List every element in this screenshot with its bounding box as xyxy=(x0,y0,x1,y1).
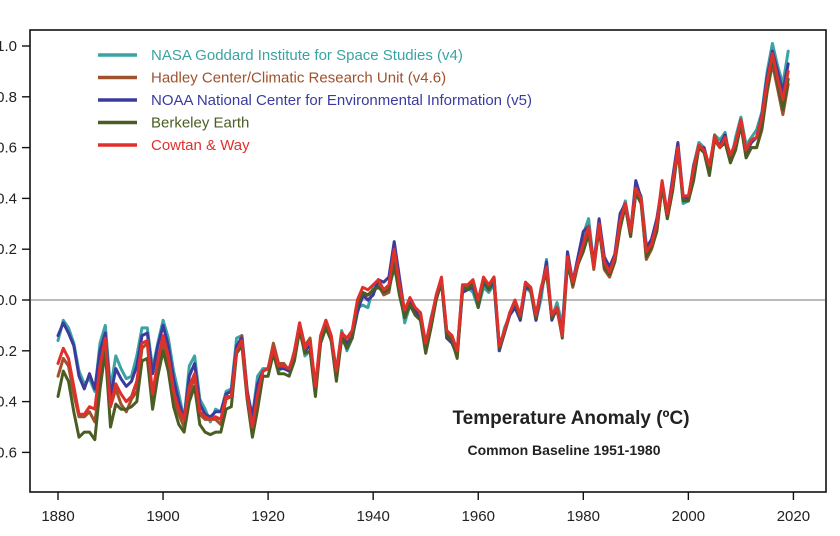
chart-title: Temperature Anomaly (ºC) xyxy=(452,408,689,429)
y-tick-label: 0.0 xyxy=(0,292,17,309)
x-tick-label: 2000 xyxy=(672,508,705,525)
legend: NASA Goddard Institute for Space Studies… xyxy=(98,47,532,154)
y-tick-label: 0.8 xyxy=(0,89,17,106)
legend-label: Hadley Center/Climatic Research Unit (v4… xyxy=(151,70,446,87)
plot-frame xyxy=(29,29,827,493)
y-axis-ticks: -0.6 -0.4 -0.2 0.0 0.2 0.4 0.6 0.8 1.0 xyxy=(0,38,30,461)
x-tick-label: 1940 xyxy=(356,508,389,525)
x-tick-label: 1960 xyxy=(462,508,495,525)
series-lines xyxy=(56,42,790,442)
series-line-5 xyxy=(56,52,790,429)
x-axis-ticks: 1880 1900 1920 1940 1960 1980 2000 2020 xyxy=(41,492,810,525)
y-tick-label: -0.4 xyxy=(0,394,17,411)
y-tick-label: 0.6 xyxy=(0,140,17,157)
y-tick-label: 0.2 xyxy=(0,241,17,258)
legend-label: NASA Goddard Institute for Space Studies… xyxy=(151,47,463,64)
legend-label: NOAA National Center for Environmental I… xyxy=(151,92,532,109)
chart-subtitle: Common Baseline 1951-1980 xyxy=(468,442,661,458)
x-tick-label: 1900 xyxy=(146,508,179,525)
legend-label: Berkeley Earth xyxy=(151,115,249,132)
x-tick-label: 1880 xyxy=(41,508,74,525)
y-tick-label: 0.4 xyxy=(0,190,17,207)
x-tick-label: 2020 xyxy=(777,508,810,525)
x-tick-label: 1980 xyxy=(567,508,600,525)
y-tick-label: 1.0 xyxy=(0,38,17,55)
legend-label: Cowtan & Way xyxy=(151,137,250,154)
x-tick-label: 1920 xyxy=(251,508,284,525)
y-tick-label: -0.6 xyxy=(0,444,17,461)
y-tick-label: -0.2 xyxy=(0,343,17,360)
